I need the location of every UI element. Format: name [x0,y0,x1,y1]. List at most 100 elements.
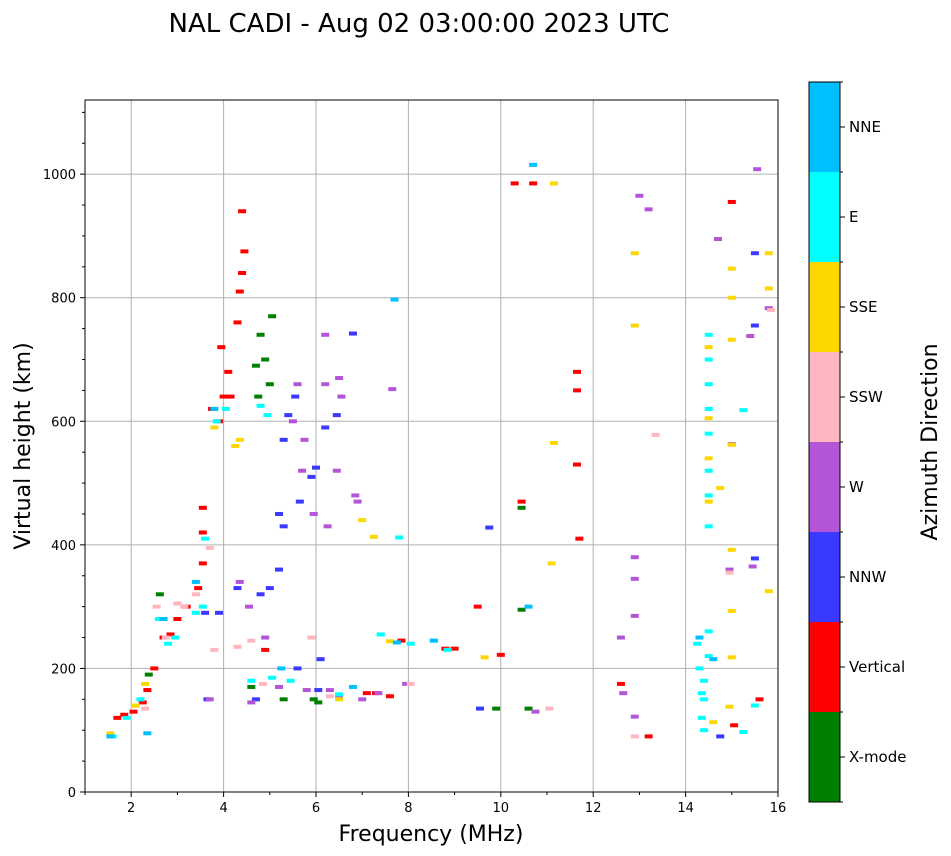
data-point [573,388,582,393]
data-point [573,462,582,467]
data-point [709,657,718,662]
data-point [191,592,200,597]
data-point [704,416,713,421]
data-point [476,706,485,711]
data-point [198,505,207,510]
data-point [261,357,270,362]
data-point [233,644,242,649]
colorbar-label: SSW [849,388,883,406]
data-point [166,632,175,637]
data-point [390,297,399,302]
data-point [750,251,759,256]
data-point [219,394,228,399]
data-point [376,632,385,637]
data-point [238,271,247,275]
data-point [348,331,357,336]
data-point [198,530,207,535]
data-point [240,249,249,254]
data-point [143,731,152,736]
data-point [547,561,556,566]
data-point [321,382,330,387]
data-point [531,709,540,714]
data-point [429,638,438,643]
data-point [753,167,762,172]
data-point [630,734,639,739]
data-point [161,635,170,640]
data-point [120,712,129,717]
data-point [214,610,223,615]
data-point [256,403,265,408]
data-point [332,468,341,473]
data-point [480,655,489,660]
colorbar-label: NNW [849,568,886,586]
data-point [739,730,748,735]
data-point [358,697,367,702]
y-axis-ticks: 0 200 400 600 800 1000 [43,111,85,801]
data-point [191,610,200,615]
data-point [122,715,131,720]
x-tick-label: 14 [677,801,694,816]
data-point [251,363,260,368]
data-point [697,715,706,720]
data-point [616,681,625,686]
data-point [351,493,360,498]
data-point [727,608,736,613]
data-point [247,638,256,643]
colorbar-segment [809,622,840,712]
data-point [704,524,713,529]
data-point [279,697,288,702]
data-point [275,684,284,689]
data-point [275,567,284,572]
data-point [630,576,639,581]
x-tick-label: 8 [404,801,412,816]
data-point [746,334,755,339]
colorbar-label: X-mode [849,748,906,766]
data-point [767,308,776,313]
data-point [247,700,256,705]
data-point [644,734,653,739]
colorbar-label: Vertical [849,658,905,676]
data-point [295,499,304,504]
colorbar-segment [809,352,840,442]
data-point [309,697,318,702]
colorbar-segment [809,82,840,172]
data-point [279,524,288,529]
data-point [217,345,226,350]
data-point [704,345,713,350]
data-point [630,714,639,719]
data-point [224,369,233,374]
data-point [716,734,725,739]
data-point [635,193,644,198]
data-point [693,641,702,646]
data-point [529,162,538,167]
data-point [529,181,538,186]
data-point [335,376,344,381]
data-point [517,499,526,504]
x-tick-label: 6 [312,801,320,816]
data-point [369,534,378,539]
data-point [155,592,164,597]
data-point [616,635,625,640]
data-point [154,617,163,621]
data-point [138,700,147,705]
colorbar-title: Azimuth Direction [918,343,943,540]
data-point [312,465,320,470]
data-point [307,474,316,479]
data-point [704,499,713,504]
data-point [210,406,219,411]
data-point [247,678,256,683]
data-point [764,286,773,291]
data-point [144,672,153,677]
data-point [141,706,150,711]
data-point [748,564,757,569]
data-point [392,640,401,645]
data-point [293,666,302,671]
data-point [251,697,260,702]
data-point [173,601,182,606]
data-point [314,688,323,693]
data-point [727,442,736,447]
plot-frame [84,99,779,793]
data-point [517,607,526,612]
data-point [226,394,235,399]
